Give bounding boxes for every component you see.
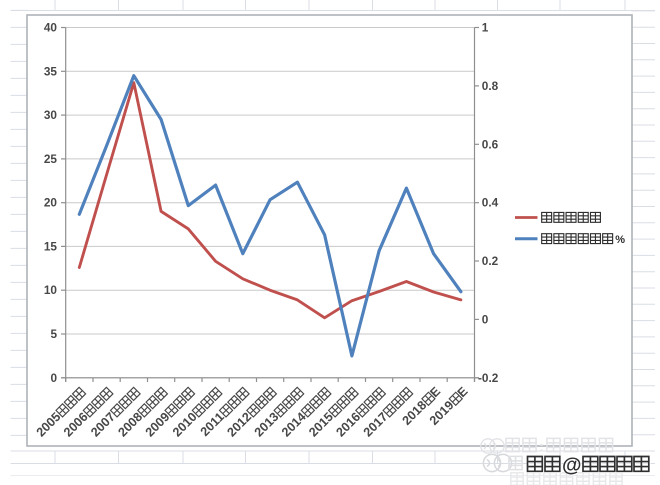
svg-text:10: 10 bbox=[44, 283, 58, 297]
svg-text:1: 1 bbox=[482, 21, 489, 35]
svg-text:@: @ bbox=[562, 455, 582, 477]
svg-text:40: 40 bbox=[44, 21, 58, 35]
svg-text:20: 20 bbox=[44, 196, 58, 210]
svg-text:0.2: 0.2 bbox=[482, 254, 499, 268]
svg-text:0.6: 0.6 bbox=[482, 137, 499, 151]
svg-text::: : bbox=[539, 439, 544, 456]
svg-text:25: 25 bbox=[44, 152, 58, 166]
svg-text:0.8: 0.8 bbox=[482, 79, 499, 93]
svg-text:0: 0 bbox=[482, 312, 489, 326]
svg-text:5: 5 bbox=[50, 327, 57, 341]
svg-text:%: % bbox=[615, 234, 625, 246]
svg-text:30: 30 bbox=[44, 108, 58, 122]
svg-text:-0.2: -0.2 bbox=[478, 371, 499, 385]
svg-text:35: 35 bbox=[44, 64, 58, 78]
svg-text:15: 15 bbox=[44, 239, 58, 253]
svg-text:0.4: 0.4 bbox=[482, 196, 499, 210]
svg-text:0: 0 bbox=[50, 371, 57, 385]
